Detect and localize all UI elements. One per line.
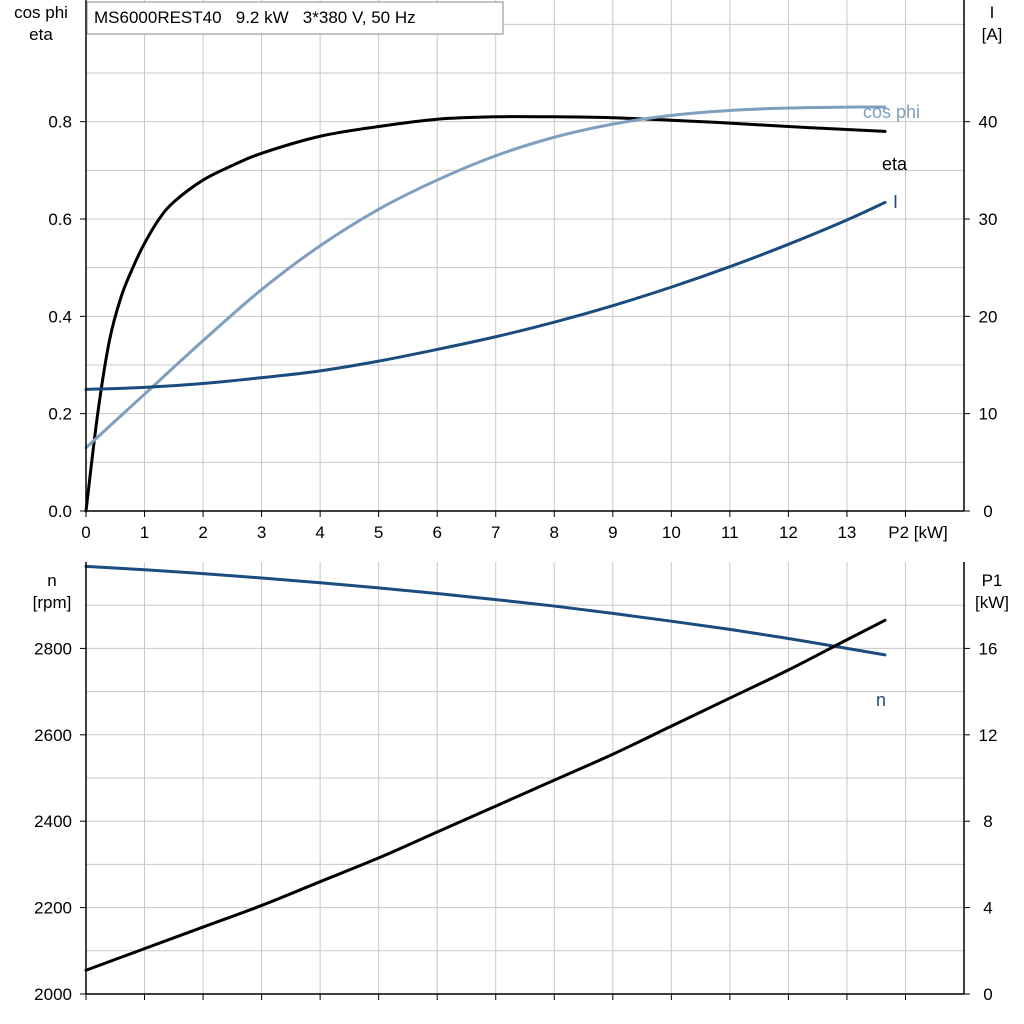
- x-tick-label: 13: [837, 523, 856, 542]
- x-tick-label: 5: [374, 523, 383, 542]
- x-tick-label: 4: [315, 523, 324, 542]
- x-tick-label: 2: [198, 523, 207, 542]
- x-tick-label: 12: [779, 523, 798, 542]
- x-tick-label: 6: [432, 523, 441, 542]
- right-tick-label: 40: [979, 113, 998, 132]
- cosphi-curve-label: cos phi: [863, 102, 920, 122]
- left-tick-label: 0.4: [48, 307, 72, 326]
- speed-curve-label: n: [876, 690, 886, 710]
- series-cos-phi-line: [84, 105, 887, 450]
- chart-title: MS6000REST40 9.2 kW 3*380 V, 50 Hz: [94, 8, 416, 27]
- right-tick-label: 4: [983, 899, 992, 918]
- right-tick-label: 8: [983, 812, 992, 831]
- series-i-line: [84, 200, 887, 391]
- right-axis-title: I: [990, 3, 995, 22]
- x-tick-label: 7: [491, 523, 500, 542]
- left-axis-title: [rpm]: [33, 593, 72, 612]
- left-tick-label: 2600: [34, 726, 72, 745]
- left-tick-label: 2000: [34, 985, 72, 1004]
- left-axis-title: cos phi: [14, 3, 68, 22]
- current-curve-label: I: [893, 192, 898, 212]
- left-axis-title: eta: [29, 25, 53, 44]
- left-tick-label: 0.2: [48, 405, 72, 424]
- series-p1-line: [84, 618, 887, 972]
- series-eta-line: [84, 115, 887, 513]
- right-tick-label: 20: [979, 307, 998, 326]
- frame-layer: [80, 0, 970, 1000]
- left-tick-label: 0.6: [48, 210, 72, 229]
- right-tick-label: 16: [979, 639, 998, 658]
- left-tick-label: 0.0: [48, 502, 72, 521]
- left-tick-label: 0.8: [48, 113, 72, 132]
- x-tick-label: 11: [721, 523, 739, 542]
- right-axis-title: [A]: [982, 25, 1003, 44]
- series-n-line: [84, 564, 887, 657]
- left-tick-label: 2200: [34, 899, 72, 918]
- right-axis-title: P1: [982, 571, 1003, 590]
- x-tick-label: 0: [81, 523, 90, 542]
- eta-curve-label: eta: [882, 154, 908, 174]
- x-tick-label: 8: [550, 523, 559, 542]
- x-tick-label: 9: [608, 523, 617, 542]
- left-tick-label: 2400: [34, 812, 72, 831]
- x-axis-title: P2 [kW]: [888, 523, 948, 542]
- right-tick-label: 10: [979, 405, 998, 424]
- x-tick-label: 3: [257, 523, 266, 542]
- right-tick-label: 0: [983, 502, 992, 521]
- left-tick-label: 2800: [34, 639, 72, 658]
- grid-layer: [86, 0, 964, 994]
- title-box: [86, 1, 504, 35]
- right-axis-title: [kW]: [975, 593, 1009, 612]
- right-tick-label: 30: [979, 210, 998, 229]
- right-tick-label: 12: [979, 726, 998, 745]
- left-axis-title: n: [47, 571, 56, 590]
- right-tick-label: 0: [983, 985, 992, 1004]
- x-tick-label: 10: [662, 523, 681, 542]
- curve-layer: [84, 105, 887, 972]
- x-tick-label: 1: [140, 523, 149, 542]
